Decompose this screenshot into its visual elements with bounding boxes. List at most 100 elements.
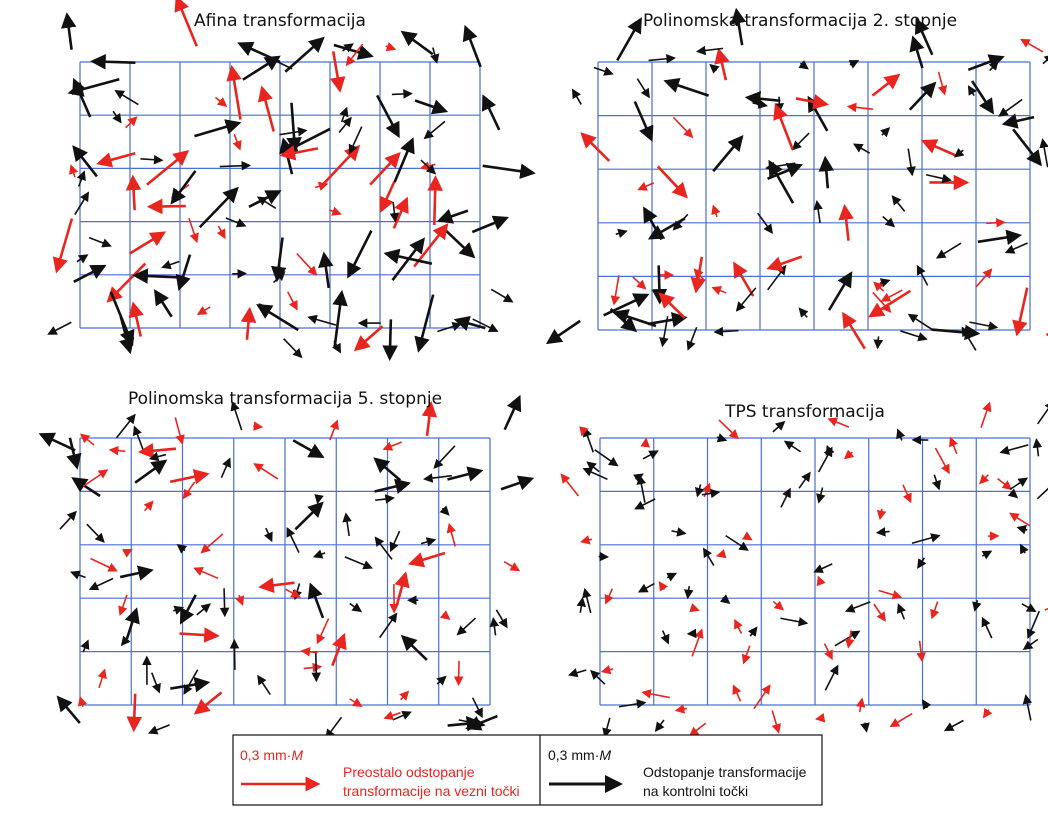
- residual-arrow: [174, 0, 198, 47]
- control-arrow: [471, 697, 483, 719]
- control-arrow: [183, 669, 199, 695]
- residual-arrow: [446, 522, 456, 547]
- control-arrow: [373, 457, 402, 482]
- residual-arrow: [982, 707, 993, 719]
- control-arrow: [798, 307, 809, 318]
- residual-arrow: [79, 433, 95, 446]
- residual-arrow: [766, 255, 803, 272]
- control-arrow: [311, 651, 322, 683]
- control-arrow: [503, 394, 522, 431]
- residual-arrow: [741, 531, 753, 541]
- control-arrow: [701, 488, 721, 499]
- residual-arrow: [689, 603, 700, 613]
- control-arrow: [695, 45, 724, 56]
- control-arrow: [783, 440, 802, 453]
- control-arrow: [576, 596, 587, 613]
- control-arrow: [489, 616, 500, 636]
- control-arrow: [420, 537, 437, 547]
- control-arrow: [818, 155, 835, 189]
- residual-arrow: [816, 575, 826, 587]
- residual-arrow: [843, 449, 855, 460]
- residual-arrow: [453, 660, 464, 687]
- control-arrow: [472, 318, 499, 332]
- control-arrow: [88, 577, 114, 591]
- residual-arrow: [949, 436, 958, 455]
- control-arrow: [671, 527, 687, 537]
- residual-arrow: [579, 426, 589, 437]
- control-arrow: [780, 487, 791, 508]
- residual-arrow: [226, 64, 242, 120]
- control-arrow: [433, 445, 456, 469]
- residual-arrow: [902, 484, 912, 504]
- control-arrow: [998, 98, 1023, 117]
- residual-arrow: [772, 600, 785, 611]
- residual-arrow: [169, 469, 210, 485]
- control-arrow: [582, 426, 595, 453]
- control-arrow: [879, 278, 891, 288]
- control-arrow: [875, 527, 890, 537]
- residual-arrow: [688, 722, 707, 737]
- control-arrow: [283, 338, 303, 359]
- control-arrow: [374, 536, 393, 560]
- control-arrow: [80, 639, 90, 653]
- control-arrow: [616, 17, 642, 62]
- residual-arrow: [296, 253, 318, 276]
- control-arrow: [768, 159, 795, 204]
- control-arrow: [1037, 400, 1048, 425]
- residual-arrow: [733, 261, 755, 297]
- control-arrow: [907, 313, 935, 332]
- control-arrow: [1032, 438, 1043, 457]
- legend: 0,3 mm·M Preostalo odstopanje transforma…: [232, 734, 823, 806]
- control-arrow: [70, 570, 86, 580]
- control-arrow: [909, 35, 925, 69]
- control-arrow: [436, 675, 447, 686]
- control-arrow: [648, 53, 676, 64]
- control-arrow: [462, 24, 482, 68]
- control-arrow: [967, 54, 1005, 72]
- control-arrow: [248, 190, 282, 208]
- residual-arrow: [691, 628, 704, 657]
- control-arrow: [827, 271, 853, 311]
- control-arrow: [970, 80, 995, 115]
- residual-arrow: [216, 225, 226, 240]
- control-arrow: [294, 501, 324, 531]
- panels: [38, 0, 1048, 740]
- control-arrow: [1022, 694, 1033, 721]
- residual-arrow: [934, 447, 950, 475]
- control-arrow: [423, 120, 446, 140]
- residual-arrow: [610, 275, 621, 306]
- control-arrow: [482, 94, 501, 131]
- control-arrow: [148, 452, 167, 462]
- residual-arrow: [118, 594, 128, 617]
- residual-arrow: [303, 662, 323, 673]
- control-arrow: [712, 134, 744, 173]
- control-arrow: [72, 77, 92, 118]
- control-arrow: [757, 212, 774, 234]
- control-arrow: [744, 90, 781, 107]
- control-arrow: [436, 208, 469, 224]
- residual-arrow: [122, 548, 133, 558]
- control-arrow: [594, 449, 619, 467]
- control-arrow: [325, 716, 343, 740]
- control-arrow: [633, 473, 644, 483]
- control-arrow: [647, 217, 686, 240]
- residual-arrow: [137, 443, 177, 459]
- control-arrow: [389, 202, 400, 223]
- control-arrow: [618, 699, 647, 709]
- control-arrow: [1009, 477, 1029, 491]
- control-arrow: [882, 215, 896, 228]
- residual-arrow: [640, 437, 650, 448]
- control-arrow: [713, 326, 739, 337]
- control-arrow: [981, 550, 993, 560]
- control-arrow: [332, 289, 348, 348]
- control-arrow: [852, 143, 871, 154]
- control-arrow: [232, 268, 248, 279]
- control-arrow: [219, 588, 230, 618]
- control-arrow: [637, 582, 655, 593]
- control-arrow: [161, 260, 180, 270]
- residual-arrow: [1012, 287, 1029, 337]
- residual-arrow: [732, 684, 742, 702]
- residual-arrow: [287, 291, 298, 311]
- control-arrow: [414, 99, 449, 115]
